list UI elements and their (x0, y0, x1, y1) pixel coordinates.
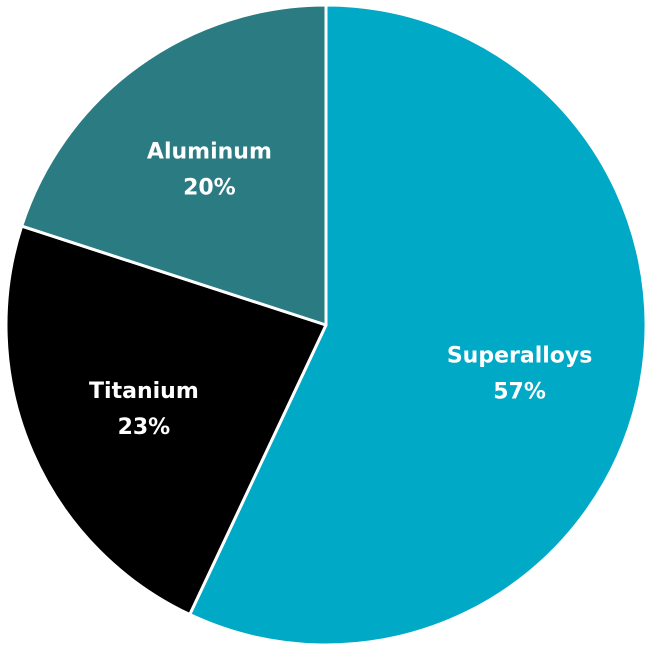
pie-slices (4, 3, 648, 647)
pie-slice-superalloys (188, 3, 648, 647)
pie-slice-titanium (4, 224, 328, 617)
slice-value-superalloys: 57% (493, 379, 546, 404)
slice-value-aluminum: 20% (183, 176, 236, 201)
slice-value-titanium: 23% (118, 415, 171, 440)
slice-label-superalloys: Superalloys (447, 343, 593, 368)
pie-labels: Superalloys 57% Titanium 23% Aluminum 20% (89, 140, 592, 440)
slice-label-aluminum: Aluminum (147, 140, 272, 165)
slice-label-titanium: Titanium (89, 379, 199, 404)
pie-slice-aluminum (20, 3, 328, 327)
